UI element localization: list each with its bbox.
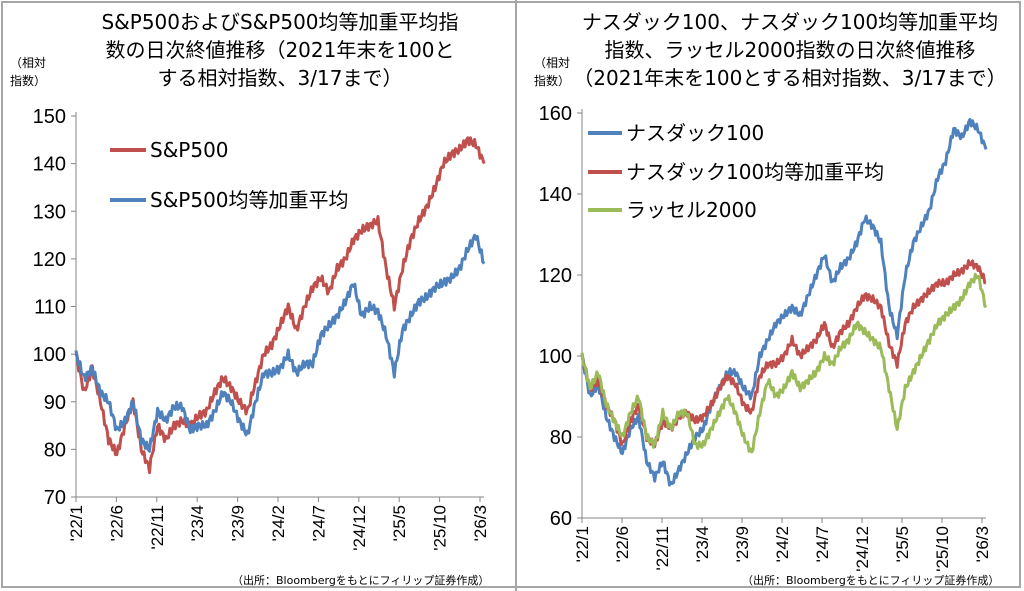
x-tick-label: '22/6 [107,505,126,541]
x-tick-label: '22/1 [573,526,592,562]
right-y-unit: （相対 指数） [534,54,570,90]
x-tick-label: '24/7 [309,505,328,541]
right-chart-title: ナスダック100、ナスダック100均等加重平均 指数、ラッセル2000指数の日次… [570,8,1010,92]
y-tick-label: 90 [44,392,66,414]
x-tick-label: '22/11 [653,526,672,571]
panel-divider [515,0,517,591]
right-source-note: （出所：Bloombergをもとにフィリップ証券作成） [742,574,1000,587]
x-tick-label: '24/7 [813,526,832,562]
title-line: ナスダック100、ナスダック100均等加重平均 [581,10,999,34]
left-y-unit: （相対 指数） [10,54,46,90]
unit-line: 指数） [534,74,571,88]
unit-line: （相対 [10,56,47,70]
legend-label: ナスダック100均等加重平均 [626,160,884,184]
y-tick-label: 140 [33,154,66,176]
x-tick-label: '23/9 [733,526,752,562]
series-line-0-1 [74,233,486,453]
x-tick-label: '22/6 [613,526,632,562]
y-tick-label: 80 [44,439,66,461]
y-tick-label: 60 [550,508,572,530]
y-tick-label: 120 [33,249,66,271]
x-tick-label: '25/10 [933,526,952,572]
x-tick-label: '26/3 [471,505,490,541]
x-tick-label: '24/2 [269,505,288,541]
legend-label: ナスダック100 [626,121,764,145]
y-tick-label: 80 [550,427,572,449]
title-line: 指数、ラッセル2000指数の日次終値推移 [604,38,976,62]
x-tick-label: '26/3 [973,526,992,562]
title-line: （2021年末を100とする相対指数、3/17まで） [573,66,1007,90]
x-tick-label: '23/4 [693,526,712,562]
title-line: する相対指数、3/17まで） [157,66,403,90]
y-tick-label: 70 [44,487,66,509]
series-line-1-0 [580,117,988,487]
y-tick-label: 100 [33,344,66,366]
series-line-1-2 [580,272,988,454]
y-tick-label: 120 [539,265,572,287]
y-tick-label: 150 [33,106,66,128]
title-line: 数の日次終値推移（2021年末を100と [105,38,455,62]
y-tick-label: 140 [539,184,572,206]
x-tick-label: '24/12 [853,526,872,572]
left-source-note: （出所：Bloombergをもとにフィリップ証券作成） [232,574,490,587]
x-tick-label: '25/5 [390,505,409,541]
left-chart-title: S&P500およびS&P500均等加重平均指 数の日次終値推移（2021年末を1… [60,8,500,92]
title-line: S&P500およびS&P500均等加重平均指 [101,10,459,34]
x-tick-label: '24/2 [773,526,792,562]
x-tick-label: '23/4 [188,505,207,541]
legend-label: S&P500 [150,138,229,162]
unit-line: 指数） [10,74,47,88]
x-tick-label: '22/11 [148,505,167,550]
y-tick-label: 100 [539,346,572,368]
x-tick-label: '22/1 [67,505,86,541]
x-tick-label: '23/9 [229,505,248,541]
y-tick-label: 160 [539,103,572,125]
legend-label: S&P500均等加重平均 [150,188,349,212]
legend-label: ラッセル2000 [626,198,757,222]
series-line-0-0 [74,136,486,475]
x-tick-label: '24/12 [350,505,369,551]
unit-line: （相対 [534,56,571,70]
y-tick-label: 130 [33,201,66,223]
x-tick-label: '25/10 [431,505,450,551]
x-tick-label: '25/5 [893,526,912,562]
y-tick-label: 110 [34,297,66,319]
